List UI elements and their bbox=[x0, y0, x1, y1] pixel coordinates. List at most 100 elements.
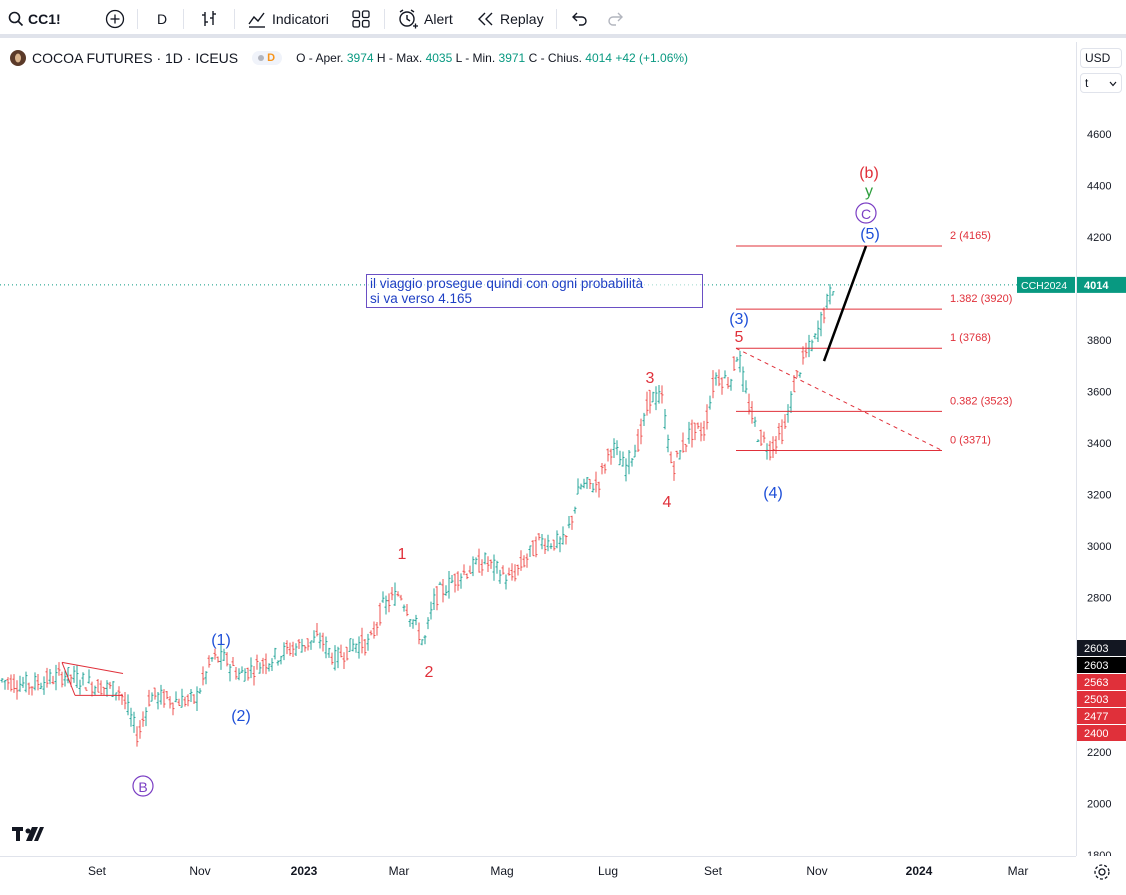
price-bar bbox=[405, 604, 409, 617]
price-bar bbox=[351, 638, 355, 652]
undo-button[interactable] bbox=[570, 0, 588, 38]
wave-label: (b) bbox=[859, 165, 879, 182]
price-bar bbox=[489, 559, 493, 569]
price-bar bbox=[99, 680, 103, 695]
chart-type-button[interactable] bbox=[199, 0, 219, 38]
low-value: 3971 bbox=[498, 51, 526, 65]
redo-button[interactable] bbox=[607, 0, 625, 38]
price-bar bbox=[342, 652, 346, 669]
time-tick-label: Mar bbox=[1008, 864, 1029, 878]
price-bar bbox=[156, 692, 160, 710]
tradingview-logo[interactable] bbox=[12, 825, 44, 848]
price-bar bbox=[177, 698, 181, 706]
price-bar bbox=[483, 552, 487, 565]
interval-button[interactable]: D bbox=[157, 0, 167, 38]
price-bar bbox=[117, 686, 121, 701]
price-bar bbox=[288, 642, 292, 656]
price-bar bbox=[408, 619, 412, 627]
settings-gear-icon[interactable] bbox=[1093, 863, 1111, 886]
high-label: H - Max. bbox=[376, 51, 423, 65]
price-bar bbox=[207, 655, 211, 668]
fib-level-label: 0.382 (3523) bbox=[950, 395, 1012, 407]
price-bar bbox=[813, 333, 817, 340]
price-bar bbox=[504, 574, 508, 590]
alert-label: Alert bbox=[424, 11, 453, 27]
price-bar bbox=[543, 538, 547, 554]
status-badge[interactable]: D bbox=[252, 51, 283, 65]
price-bar bbox=[84, 687, 88, 691]
currency-label: USD bbox=[1085, 51, 1111, 65]
plus-circle-icon bbox=[105, 9, 125, 29]
price-bar bbox=[219, 644, 223, 670]
price-bar bbox=[183, 696, 187, 707]
symbol-price-tag-label: CCH2024 bbox=[1021, 280, 1067, 292]
compare-button[interactable] bbox=[105, 0, 125, 38]
price-bar bbox=[762, 431, 766, 443]
indicators-label: Indicatori bbox=[272, 11, 329, 27]
price-bar bbox=[606, 448, 610, 462]
price-bar bbox=[225, 652, 229, 667]
price-bar bbox=[771, 436, 775, 458]
symbol-search[interactable]: CC1! bbox=[8, 0, 61, 38]
price-bar bbox=[240, 666, 244, 674]
price-bar bbox=[759, 429, 763, 446]
price-bar bbox=[621, 451, 625, 467]
price-tick-label: 4200 bbox=[1087, 232, 1111, 244]
price-bar bbox=[663, 409, 667, 430]
price-bar bbox=[498, 569, 502, 584]
price-bar bbox=[615, 440, 619, 456]
wave-label: 1 bbox=[398, 546, 407, 563]
text-annotation[interactable]: il viaggio prosegue quindi con ogni prob… bbox=[366, 274, 703, 308]
price-bar bbox=[753, 416, 757, 427]
price-axis[interactable]: 4600440042004000380036003400320030002800… bbox=[1076, 42, 1126, 862]
price-bar bbox=[138, 720, 142, 739]
time-axis[interactable]: Set Nov 2023 Mar Mag Lug Set Nov 2024 Mar bbox=[0, 856, 1076, 889]
price-bar bbox=[129, 707, 133, 727]
time-tick-label: Mag bbox=[490, 864, 513, 878]
indicators-button[interactable]: Indicatori bbox=[247, 0, 329, 38]
axis-price-tag-label: 2563 bbox=[1084, 677, 1108, 689]
price-bar bbox=[432, 588, 436, 610]
chart-pane[interactable]: 2 (4165) 1.382 (3920) 1 (3768) 0.382 (3523)… bbox=[0, 42, 1076, 856]
price-bar bbox=[414, 614, 418, 626]
currency-select[interactable]: USD bbox=[1080, 48, 1122, 68]
price-bar bbox=[51, 675, 55, 685]
price-bar bbox=[786, 404, 790, 423]
top-toolbar: CC1! D Indicatori Alert Repl bbox=[0, 0, 1126, 38]
price-bar bbox=[492, 554, 496, 581]
price-bar bbox=[678, 450, 682, 460]
price-bar bbox=[165, 690, 169, 700]
price-bar bbox=[321, 632, 325, 652]
time-tick-label: Set bbox=[88, 864, 107, 878]
price-bar bbox=[699, 422, 703, 442]
replay-button[interactable]: Replay bbox=[476, 0, 544, 38]
price-bar bbox=[633, 444, 637, 458]
price-bar bbox=[366, 633, 370, 651]
price-bar bbox=[501, 565, 505, 575]
interval-label: D bbox=[157, 11, 168, 27]
price-bar bbox=[423, 635, 427, 645]
alert-button[interactable]: Alert bbox=[397, 0, 453, 38]
price-tick-label: 3200 bbox=[1087, 490, 1111, 502]
price-bar bbox=[93, 685, 97, 696]
price-bar bbox=[522, 555, 526, 568]
chart-title[interactable]: COCOA FUTURES · 1D · ICEUS bbox=[32, 50, 239, 66]
price-bar bbox=[81, 672, 85, 686]
wave-label: 3 bbox=[646, 370, 655, 387]
price-bar bbox=[387, 593, 391, 613]
time-tick-label: Mar bbox=[389, 864, 410, 878]
price-bar bbox=[645, 391, 649, 416]
price-bar bbox=[561, 526, 565, 545]
price-bar bbox=[816, 320, 820, 342]
price-bar bbox=[720, 377, 724, 395]
wave-circle bbox=[855, 202, 877, 224]
price-bar bbox=[828, 284, 832, 305]
low-label: L - Min. bbox=[455, 51, 496, 65]
open-value: 3974 bbox=[346, 51, 374, 65]
price-bars bbox=[0, 284, 835, 747]
price-bar bbox=[420, 639, 424, 646]
unit-select[interactable]: t bbox=[1080, 73, 1122, 93]
time-tick-label: 2024 bbox=[906, 864, 933, 878]
layouts-button[interactable] bbox=[351, 0, 371, 38]
price-bar bbox=[15, 680, 19, 700]
